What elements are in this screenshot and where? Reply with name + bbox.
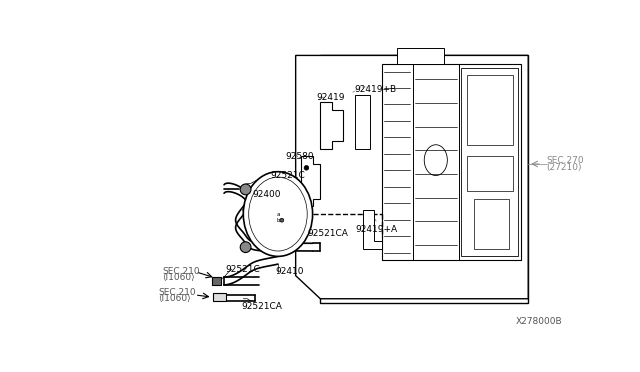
Polygon shape <box>382 64 520 260</box>
Polygon shape <box>397 48 444 64</box>
Text: 92521CA: 92521CA <box>307 229 348 238</box>
Text: SEC.270: SEC.270 <box>546 155 584 165</box>
Text: 92410: 92410 <box>276 267 304 276</box>
Text: SEC.210: SEC.210 <box>163 267 200 276</box>
Text: 92419+A: 92419+A <box>355 225 397 234</box>
Circle shape <box>280 218 284 222</box>
Polygon shape <box>355 95 371 148</box>
Text: 92580: 92580 <box>285 152 314 161</box>
Text: 92521C: 92521C <box>225 265 260 274</box>
FancyBboxPatch shape <box>212 294 227 301</box>
Text: X278000B: X278000B <box>516 317 563 326</box>
Text: SEC.210: SEC.210 <box>159 288 196 297</box>
FancyBboxPatch shape <box>212 277 221 285</box>
Polygon shape <box>301 156 320 206</box>
Text: (27210): (27210) <box>546 163 581 172</box>
Text: 92521CA: 92521CA <box>241 302 282 311</box>
Text: ⟨I1060⟩: ⟨I1060⟩ <box>163 273 195 282</box>
Circle shape <box>240 242 251 253</box>
Polygon shape <box>320 55 528 302</box>
Text: ⟨I1060⟩: ⟨I1060⟩ <box>159 294 191 303</box>
Polygon shape <box>296 55 528 299</box>
Polygon shape <box>363 210 382 249</box>
Polygon shape <box>461 68 518 256</box>
Text: a
b: a b <box>276 212 280 223</box>
Text: 92521C: 92521C <box>270 171 305 180</box>
Circle shape <box>240 184 251 195</box>
Text: 92419+B: 92419+B <box>354 85 396 94</box>
Text: 92400: 92400 <box>253 190 281 199</box>
Circle shape <box>304 166 308 170</box>
Polygon shape <box>320 102 344 148</box>
Ellipse shape <box>243 172 312 256</box>
Text: 92419: 92419 <box>316 93 345 102</box>
